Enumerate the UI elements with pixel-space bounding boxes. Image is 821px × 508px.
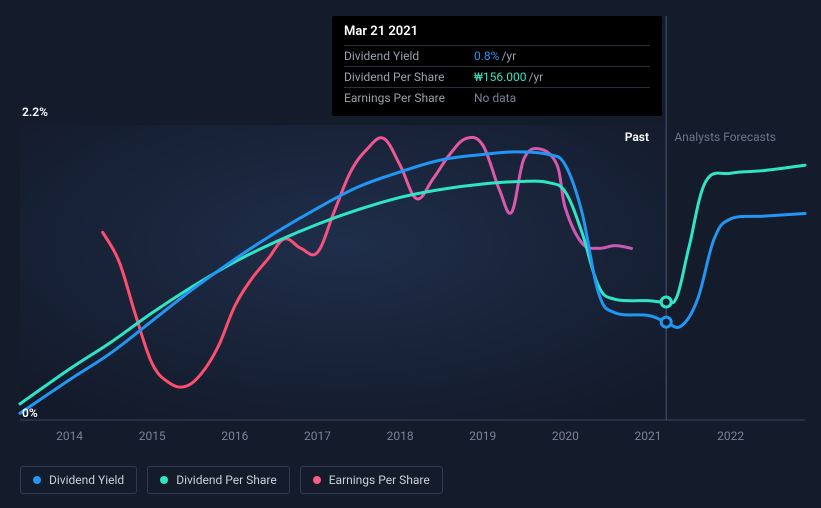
yaxis-max-label: 2.2%	[22, 105, 48, 119]
legend-item-dividend-yield[interactable]: Dividend Yield	[20, 466, 137, 494]
chart-tooltip: Mar 21 2021 Dividend Yield0.8% /yrDivide…	[332, 16, 662, 116]
tooltip-row-label: Dividend Yield	[344, 49, 474, 63]
legend-item-label: Dividend Yield	[49, 473, 124, 487]
tooltip-row: Dividend Yield0.8% /yr	[344, 45, 650, 66]
tooltip-row-label: Earnings Per Share	[344, 91, 474, 105]
tooltip-row: Dividend Per Share₩156.000 /yr	[344, 66, 650, 87]
legend-dot-icon	[313, 476, 321, 484]
tooltip-row: Earnings Per ShareNo data	[344, 87, 650, 108]
legend-dot-icon	[33, 476, 41, 484]
xaxis-year-label: 2016	[221, 429, 248, 443]
chart-legend: Dividend Yield Dividend Per Share Earnings…	[20, 466, 443, 494]
tooltip-row-value: 0.8%	[474, 49, 499, 63]
xaxis-year-label: 2017	[304, 429, 331, 443]
legend-dot-icon	[160, 476, 168, 484]
tooltip-title: Mar 21 2021	[344, 24, 650, 39]
xaxis-year-label: 2014	[56, 429, 83, 443]
xaxis-year-label: 2022	[717, 429, 744, 443]
yaxis-min-label: 0%	[22, 406, 38, 420]
xaxis-year-label: 2021	[635, 429, 662, 443]
legend-item-label: Dividend Per Share	[176, 473, 277, 487]
period-forecast-label: Analysts Forecasts	[674, 130, 776, 144]
tooltip-row-label: Dividend Per Share	[344, 70, 474, 84]
tooltip-row-unit: /yr	[501, 49, 516, 63]
tooltip-row-unit: /yr	[529, 70, 544, 84]
legend-item-label: Earnings Per Share	[329, 473, 430, 487]
xaxis-year-label: 2015	[139, 429, 166, 443]
xaxis-year-label: 2020	[552, 429, 579, 443]
dividend-chart: 2.2% 0% Past Analysts Forecasts 2014 2015…	[0, 0, 821, 508]
period-past-label: Past	[625, 130, 649, 144]
legend-item-earnings-per-share[interactable]: Earnings Per Share	[300, 466, 443, 494]
legend-item-dividend-per-share[interactable]: Dividend Per Share	[147, 466, 290, 494]
tooltip-row-value: No data	[474, 91, 516, 105]
tooltip-row-value: ₩156.000	[474, 70, 527, 84]
xaxis-year-label: 2018	[387, 429, 414, 443]
xaxis-year-label: 2019	[469, 429, 496, 443]
